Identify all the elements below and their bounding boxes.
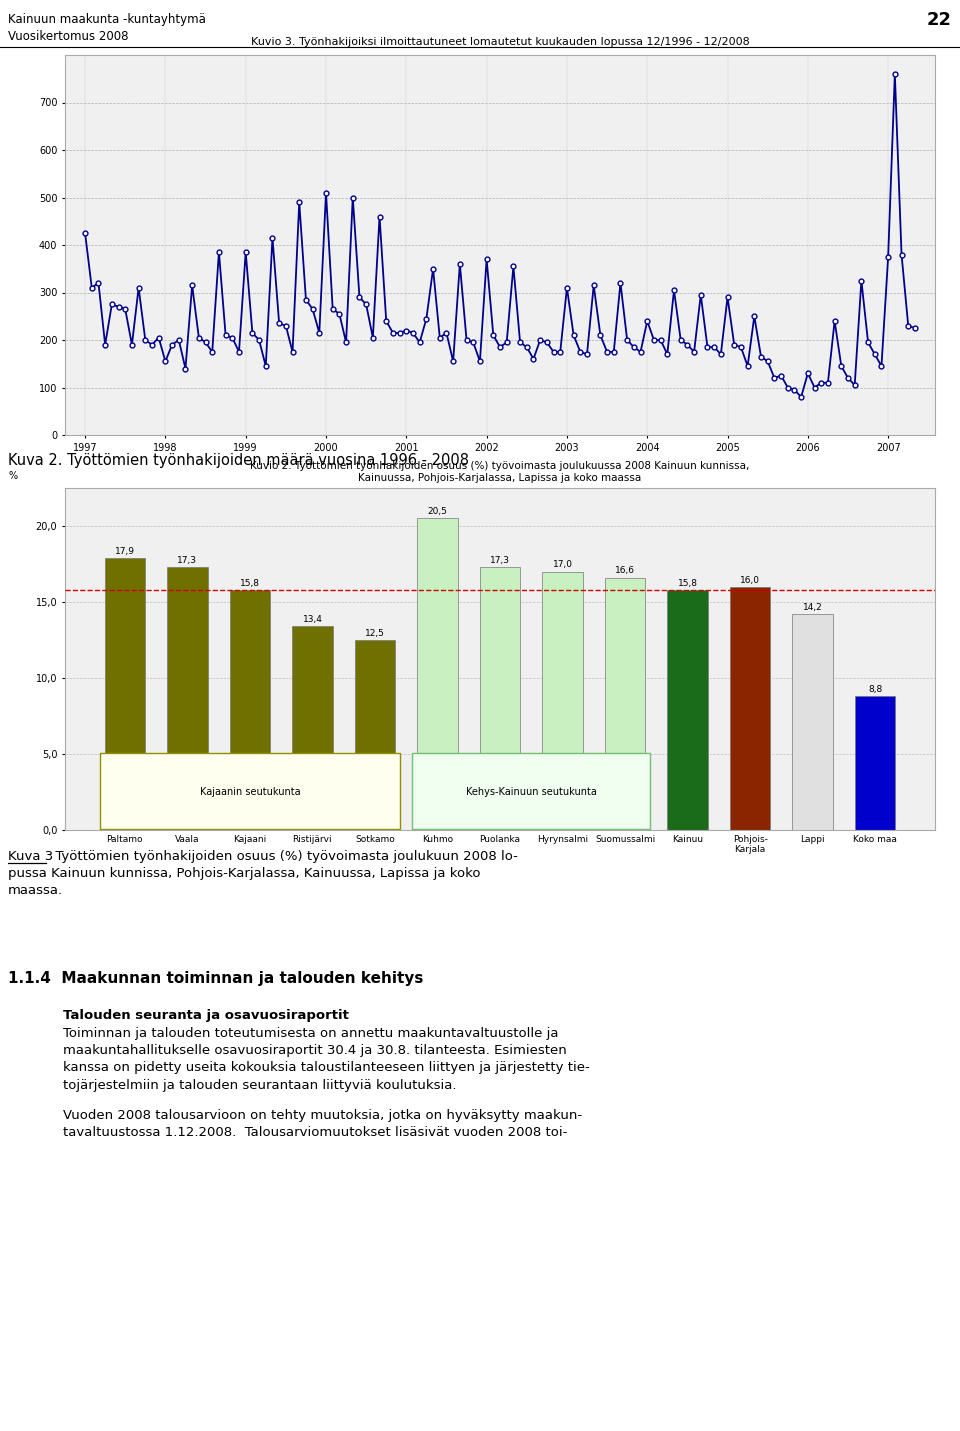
Bar <box>354 640 396 830</box>
Text: 17,9: 17,9 <box>115 547 134 555</box>
Text: 17,3: 17,3 <box>178 555 198 565</box>
Bar <box>854 697 896 830</box>
Text: Vuosikertomus 2008: Vuosikertomus 2008 <box>8 30 129 43</box>
Bar <box>229 590 270 830</box>
Bar <box>792 614 833 830</box>
Text: 1.1.4  Maakunnan toiminnan ja talouden kehitys: 1.1.4 Maakunnan toiminnan ja talouden ke… <box>8 972 423 986</box>
Title: Kuvio 2. Työttömien työnhakijoiden osuus (%) työvoimasta joulukuussa 2008 Kainuu: Kuvio 2. Työttömien työnhakijoiden osuus… <box>251 461 750 484</box>
Text: tavaltuustossa 1.12.2008.  Talousarviomuutokset lisäsivät vuoden 2008 toi-: tavaltuustossa 1.12.2008. Talousarviomuu… <box>63 1126 567 1139</box>
Text: Kuva 2. Työttömien työnhakijoiden määrä vuosina 1996 - 2008: Kuva 2. Työttömien työnhakijoiden määrä … <box>8 452 469 468</box>
Bar <box>105 558 145 830</box>
Bar <box>292 627 333 830</box>
Bar <box>730 587 771 830</box>
Text: pussa Kainuun kunnissa, Pohjois-Karjalassa, Kainuussa, Lapissa ja koko: pussa Kainuun kunnissa, Pohjois-Karjalas… <box>8 867 481 880</box>
Text: Kehys-Kainuun seutukunta: Kehys-Kainuun seutukunta <box>466 787 597 797</box>
Text: maassa.: maassa. <box>8 884 63 897</box>
Text: 16,6: 16,6 <box>615 567 636 575</box>
Text: 22: 22 <box>927 11 952 29</box>
Text: 8,8: 8,8 <box>868 685 882 694</box>
Text: Toiminnan ja talouden toteutumisesta on annettu maakuntavaltuustolle ja: Toiminnan ja talouden toteutumisesta on … <box>63 1026 559 1039</box>
Text: %: % <box>9 471 17 481</box>
Text: 13,4: 13,4 <box>302 615 323 624</box>
Bar <box>100 753 400 829</box>
Text: Kuva 3: Kuva 3 <box>8 850 53 863</box>
Text: . Työttömien työnhakijoiden osuus (%) työvoimasta joulukuun 2008 lo-: . Työttömien työnhakijoiden osuus (%) ty… <box>47 850 517 863</box>
Text: kanssa on pidetty useita kokouksia taloustilanteeseen liittyen ja järjestetty ti: kanssa on pidetty useita kokouksia talou… <box>63 1062 589 1075</box>
Text: 17,3: 17,3 <box>490 555 510 565</box>
Bar <box>605 578 645 830</box>
Text: 12,5: 12,5 <box>365 628 385 638</box>
Text: 15,8: 15,8 <box>240 578 260 588</box>
Text: 14,2: 14,2 <box>803 602 823 612</box>
Text: Kajaanin seutukunta: Kajaanin seutukunta <box>200 787 300 797</box>
Text: maakuntahallitukselle osavuosiraportit 30.4 ja 30.8. tilanteesta. Esimiesten: maakuntahallitukselle osavuosiraportit 3… <box>63 1045 566 1058</box>
Text: Talouden seuranta ja osavuosiraportit: Talouden seuranta ja osavuosiraportit <box>63 1009 348 1022</box>
Text: 16,0: 16,0 <box>740 575 760 584</box>
Bar <box>667 590 708 830</box>
Text: 20,5: 20,5 <box>427 507 447 517</box>
Bar <box>418 518 458 830</box>
Title: Kuvio 3. Työnhakijoiksi ilmoittautuneet lomautetut kuukauden lopussa 12/1996 - 1: Kuvio 3. Työnhakijoiksi ilmoittautuneet … <box>251 37 750 47</box>
Text: 15,8: 15,8 <box>678 578 698 588</box>
Bar <box>413 753 650 829</box>
Text: Kainuun maakunta -kuntayhtymä: Kainuun maakunta -kuntayhtymä <box>8 13 205 26</box>
Text: Vuoden 2008 talousarvioon on tehty muutoksia, jotka on hyväksytty maakun-: Vuoden 2008 talousarvioon on tehty muuto… <box>63 1109 582 1122</box>
Bar <box>542 571 583 830</box>
Text: tojärjestelmiin ja talouden seurantaan liittyviä koulutuksia.: tojärjestelmiin ja talouden seurantaan l… <box>63 1079 457 1092</box>
Bar <box>167 567 207 830</box>
Text: 17,0: 17,0 <box>553 561 572 570</box>
Bar <box>480 567 520 830</box>
